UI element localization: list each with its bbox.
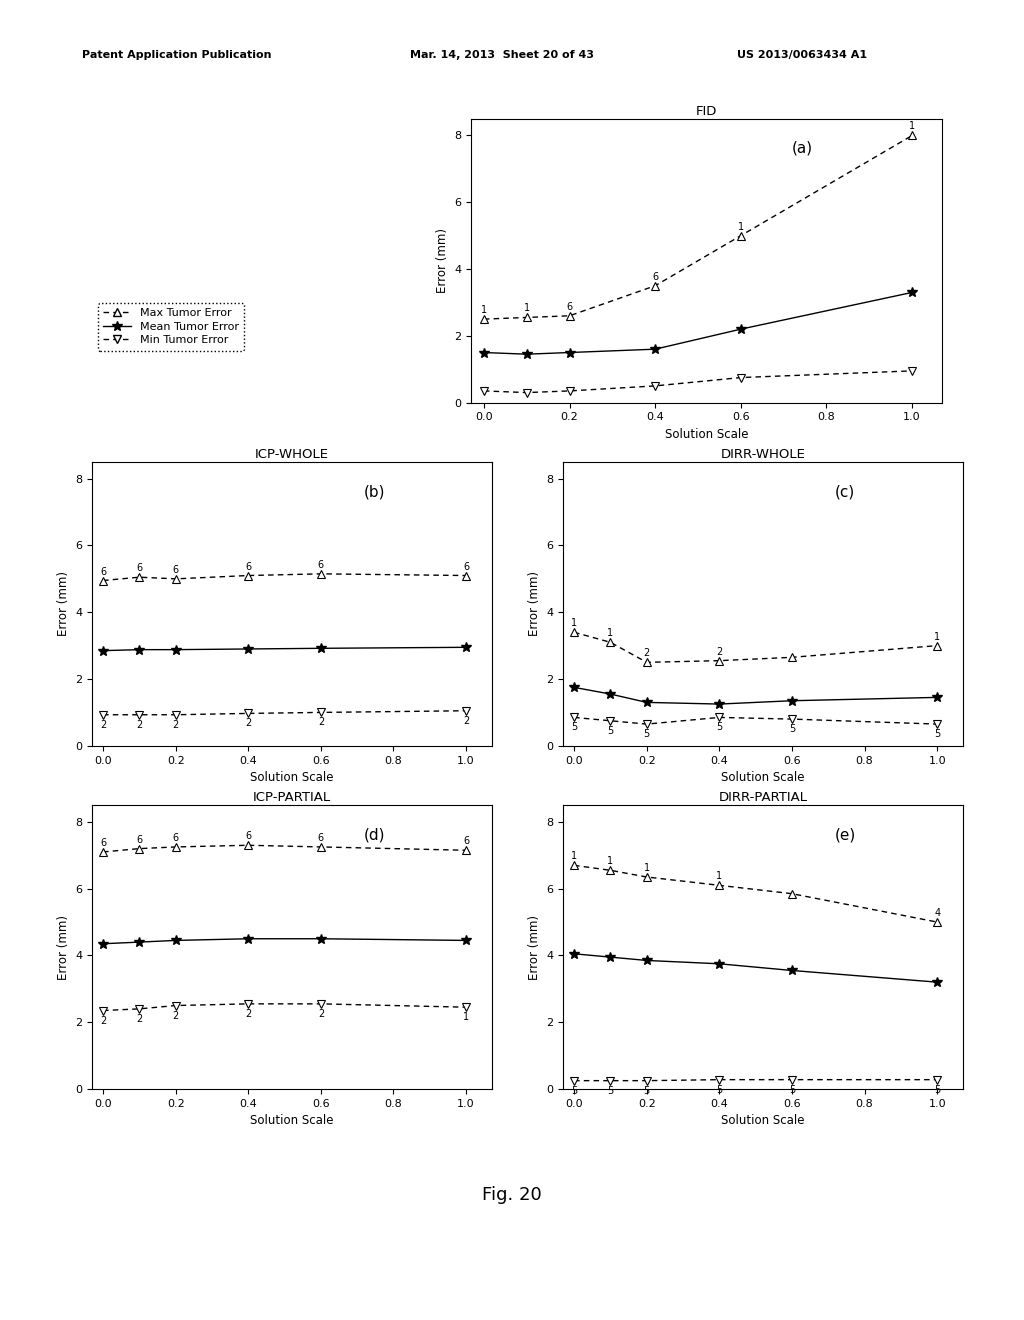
X-axis label: Solution Scale: Solution Scale xyxy=(250,771,334,784)
Text: (d): (d) xyxy=(364,828,385,842)
Title: ICP-PARTIAL: ICP-PARTIAL xyxy=(253,791,331,804)
Text: US 2013/0063434 A1: US 2013/0063434 A1 xyxy=(737,50,867,61)
X-axis label: Solution Scale: Solution Scale xyxy=(250,1114,334,1127)
Text: 2: 2 xyxy=(643,648,650,659)
Text: 6: 6 xyxy=(173,565,179,574)
Legend: Max Tumor Error, Mean Tumor Error, Min Tumor Error: Max Tumor Error, Mean Tumor Error, Min T… xyxy=(97,302,245,351)
Text: 1: 1 xyxy=(934,632,940,642)
Text: 5: 5 xyxy=(571,1085,578,1096)
Text: 6: 6 xyxy=(652,272,658,281)
Title: ICP-WHOLE: ICP-WHOLE xyxy=(255,447,329,461)
Text: 6: 6 xyxy=(245,561,251,572)
Text: 1: 1 xyxy=(607,857,613,866)
Text: 6: 6 xyxy=(100,566,106,577)
Text: 2: 2 xyxy=(245,718,252,729)
Text: (a): (a) xyxy=(792,141,812,156)
Y-axis label: Error (mm): Error (mm) xyxy=(56,915,70,979)
Text: (e): (e) xyxy=(835,828,856,842)
Text: 5: 5 xyxy=(607,726,613,735)
Text: 1: 1 xyxy=(523,304,529,313)
Text: 6: 6 xyxy=(245,832,251,841)
Text: 1: 1 xyxy=(463,1012,469,1022)
Text: 2: 2 xyxy=(136,1014,142,1024)
Text: 6: 6 xyxy=(317,560,324,570)
Text: 2: 2 xyxy=(245,1008,252,1019)
Title: FID: FID xyxy=(696,104,717,117)
Text: 6: 6 xyxy=(100,838,106,847)
Y-axis label: Error (mm): Error (mm) xyxy=(56,572,70,636)
Text: 6: 6 xyxy=(136,564,142,573)
Text: Mar. 14, 2013  Sheet 20 of 43: Mar. 14, 2013 Sheet 20 of 43 xyxy=(410,50,594,61)
Title: DIRR-PARTIAL: DIRR-PARTIAL xyxy=(719,791,807,804)
Text: 2: 2 xyxy=(317,1008,324,1019)
Text: (c): (c) xyxy=(835,484,855,499)
Title: DIRR-WHOLE: DIRR-WHOLE xyxy=(721,447,805,461)
Text: 1: 1 xyxy=(909,121,915,132)
Text: 6: 6 xyxy=(317,833,324,843)
Text: Patent Application Publication: Patent Application Publication xyxy=(82,50,271,61)
Text: Fig. 20: Fig. 20 xyxy=(482,1185,542,1204)
Y-axis label: Error (mm): Error (mm) xyxy=(435,228,449,293)
X-axis label: Solution Scale: Solution Scale xyxy=(665,428,749,441)
Text: 1: 1 xyxy=(644,863,650,873)
Text: 1: 1 xyxy=(571,618,578,628)
Text: 5: 5 xyxy=(716,1085,723,1094)
Text: 2: 2 xyxy=(136,719,142,730)
Text: 1: 1 xyxy=(737,222,743,231)
Text: 5: 5 xyxy=(934,729,940,739)
Text: 5: 5 xyxy=(607,1085,613,1096)
Text: 4: 4 xyxy=(934,908,940,917)
Text: 6: 6 xyxy=(136,834,142,845)
Text: 5: 5 xyxy=(934,1085,940,1094)
Text: (b): (b) xyxy=(364,484,385,499)
Text: 2: 2 xyxy=(716,647,723,656)
Text: 2: 2 xyxy=(463,715,469,726)
Text: 2: 2 xyxy=(100,1015,106,1026)
Y-axis label: Error (mm): Error (mm) xyxy=(527,915,541,979)
Text: 1: 1 xyxy=(571,851,578,861)
Text: 2: 2 xyxy=(317,718,324,727)
Text: 5: 5 xyxy=(571,722,578,733)
Text: 6: 6 xyxy=(463,837,469,846)
X-axis label: Solution Scale: Solution Scale xyxy=(721,1114,805,1127)
Text: 2: 2 xyxy=(100,719,106,730)
Text: 1: 1 xyxy=(716,871,722,882)
Text: 2: 2 xyxy=(172,719,179,730)
Text: 5: 5 xyxy=(643,1085,650,1096)
Y-axis label: Error (mm): Error (mm) xyxy=(527,572,541,636)
Text: 1: 1 xyxy=(481,305,487,315)
Text: 5: 5 xyxy=(643,729,650,739)
Text: 2: 2 xyxy=(172,1011,179,1020)
X-axis label: Solution Scale: Solution Scale xyxy=(721,771,805,784)
Text: 6: 6 xyxy=(566,302,572,312)
Text: 5: 5 xyxy=(716,722,723,733)
Text: 5: 5 xyxy=(788,725,795,734)
Text: 1: 1 xyxy=(607,628,613,639)
Text: 5: 5 xyxy=(788,1085,795,1094)
Text: 6: 6 xyxy=(463,561,469,572)
Text: 6: 6 xyxy=(173,833,179,843)
